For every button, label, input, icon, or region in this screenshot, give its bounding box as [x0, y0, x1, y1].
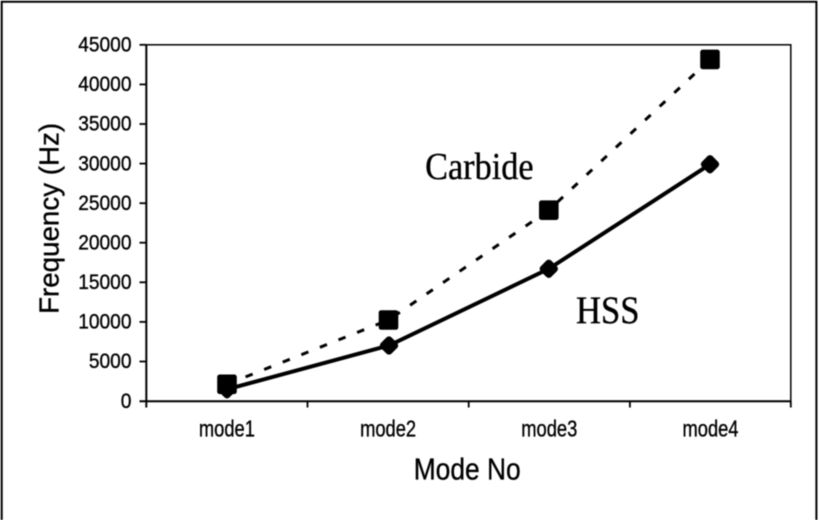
svg-text:20000: 20000 [78, 230, 131, 254]
svg-text:mode3: mode3 [521, 416, 577, 442]
svg-text:Carbide: Carbide [425, 146, 533, 188]
svg-text:mode2: mode2 [360, 416, 416, 442]
svg-text:Frequency (Hz): Frequency (Hz) [34, 123, 65, 314]
svg-text:10000: 10000 [78, 310, 131, 334]
svg-text:15000: 15000 [78, 270, 131, 294]
svg-text:mode4: mode4 [683, 416, 739, 442]
svg-text:mode1: mode1 [199, 416, 255, 442]
svg-text:45000: 45000 [78, 33, 131, 57]
svg-text:40000: 40000 [78, 72, 131, 96]
svg-text:HSS: HSS [576, 289, 640, 332]
svg-text:30000: 30000 [78, 151, 131, 175]
svg-text:25000: 25000 [78, 191, 131, 215]
svg-text:0: 0 [121, 389, 132, 413]
svg-text:Mode No: Mode No [414, 452, 521, 487]
svg-text:35000: 35000 [78, 112, 131, 136]
svg-text:5000: 5000 [89, 349, 132, 373]
